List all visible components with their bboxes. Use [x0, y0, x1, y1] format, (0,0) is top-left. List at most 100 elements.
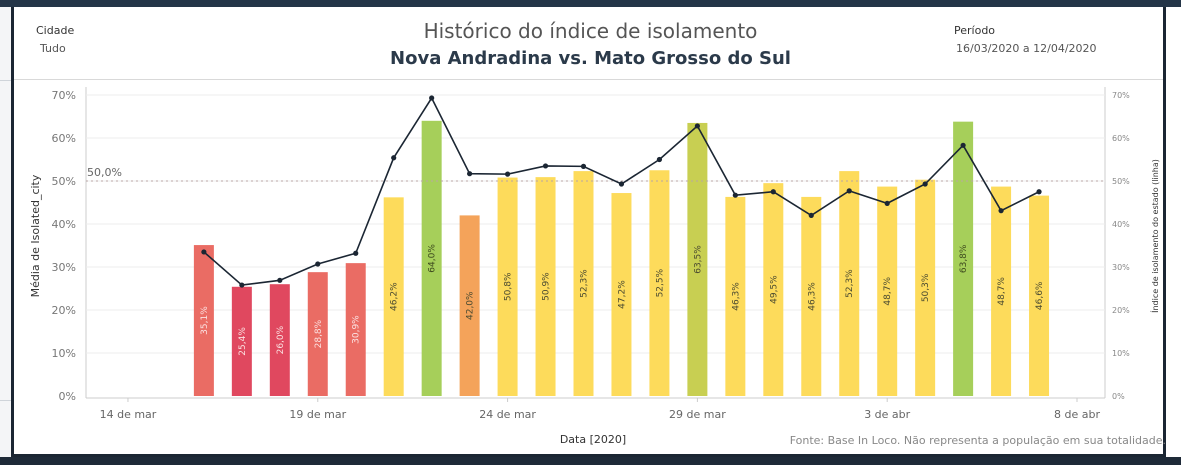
state-line-point: [618, 181, 625, 187]
bar: [573, 171, 594, 396]
bar-label: 35,1%: [200, 306, 210, 335]
header-separator: [14, 79, 1163, 80]
bar-label: 49,5%: [769, 275, 779, 304]
state-line-point: [846, 188, 852, 194]
city-filter-value[interactable]: Tudo: [40, 42, 66, 55]
y-axis-right: 0% 10% 20% 30% 40% 50% 60% 70%: [1112, 91, 1130, 401]
left-panel-strip: [0, 7, 11, 465]
state-line-point: [353, 250, 359, 256]
bar: [1029, 195, 1050, 396]
state-line-point: [467, 171, 473, 177]
bar: [649, 170, 670, 396]
bar-label: 42,0%: [466, 291, 476, 320]
bar: [193, 245, 214, 396]
bar: [991, 186, 1012, 396]
y-axis-title: Média de Isolated_city: [29, 174, 42, 297]
state-line-point: [504, 171, 511, 177]
y-tick-label-right: 0%: [1112, 392, 1125, 401]
bar-label: 46,3%: [807, 282, 817, 311]
x-axis: 14 de mar 19 de mar 24 de mar 29 de mar 3 de…: [100, 398, 1100, 421]
y-tick-label: 10%: [52, 347, 76, 360]
bar: [687, 122, 708, 396]
period-filter-label: Período: [954, 24, 996, 37]
bar: [307, 272, 328, 396]
y-tick-label: 30%: [52, 261, 76, 274]
bar: [497, 177, 518, 396]
state-line-group: [201, 95, 1042, 288]
y-tick-label: 20%: [52, 304, 76, 317]
bar: [915, 179, 936, 396]
state-line-point: [656, 156, 663, 163]
y-tick-label-right: 10%: [1112, 349, 1130, 358]
bar-label: 52,3%: [845, 269, 855, 298]
bar: [535, 177, 556, 396]
bar: [611, 193, 632, 396]
bar: [839, 171, 860, 396]
bar: [877, 186, 898, 396]
y-tick-label: 60%: [52, 132, 76, 145]
y-tick-label-right: 40%: [1112, 220, 1130, 229]
grid-lines: [85, 87, 1106, 399]
state-line-point: [998, 208, 1004, 214]
bar: [269, 284, 290, 396]
city-filter-label: Cidade: [36, 24, 75, 37]
bar-labels-group: 35,1% 25,4% 26,0% 28,8% 30,9% 46,2% 64,0% 42,0%…: [200, 244, 1045, 356]
top-bar: [0, 0, 1181, 7]
bar-label: 52,3%: [580, 269, 590, 298]
state-line-point: [1036, 189, 1042, 195]
bar: [459, 215, 480, 396]
bar-label: 26,0%: [276, 325, 286, 354]
x-tick-label: 24 de mar: [479, 408, 536, 421]
bar-label: 48,7%: [997, 277, 1007, 306]
bar-label: 50,3%: [921, 273, 931, 302]
y-axis-right-title: Índice de isolamento do estado (linha): [1149, 159, 1160, 313]
y-tick-label-right: 60%: [1112, 134, 1130, 143]
y-tick-label-right: 20%: [1112, 306, 1130, 315]
bar-label: 25,4%: [238, 327, 248, 356]
bar-label: 64,0%: [428, 244, 438, 273]
x-tick-label: 29 de mar: [669, 408, 726, 421]
x-tick-label: 3 de abr: [864, 408, 910, 421]
x-tick-label: 19 de mar: [289, 408, 346, 421]
bars-group: [193, 120, 1050, 397]
bar-label: 63,5%: [693, 245, 703, 274]
bar: [725, 196, 746, 396]
state-line-point: [580, 163, 587, 169]
chart-subtitle: Nova Andradina vs. Mato Grosso do Sul: [390, 48, 791, 69]
state-line-point: [201, 249, 207, 255]
state-line-point: [732, 192, 738, 198]
bar-label: 50,9%: [542, 272, 552, 301]
y-tick-label: 70%: [52, 89, 76, 102]
state-line-point: [391, 155, 397, 161]
source-note: Fonte: Base In Loco. Não representa a po…: [790, 434, 1166, 447]
bar-label: 63,8%: [959, 244, 969, 273]
bar-label: 52,5%: [655, 268, 665, 297]
state-line-point: [922, 181, 928, 187]
y-tick-label-right: 30%: [1112, 263, 1130, 272]
bar: [383, 197, 404, 396]
bar-label: 48,7%: [883, 277, 893, 306]
bar: [231, 286, 252, 396]
bar-label: 46,3%: [731, 282, 741, 311]
y-tick-label: 50%: [52, 175, 76, 188]
period-filter-value[interactable]: 16/03/2020 a 12/04/2020: [956, 42, 1097, 55]
bar: [953, 121, 974, 396]
bar: [763, 183, 784, 396]
state-line-point: [808, 212, 814, 218]
y-tick-label-right: 50%: [1112, 177, 1130, 186]
state-line-point: [770, 189, 776, 195]
state-line-point: [960, 142, 966, 148]
bottom-bar: [0, 457, 1181, 465]
y-tick-label: 0%: [59, 390, 76, 403]
reference-line-group: 50,0%: [86, 166, 1105, 182]
state-line-point: [542, 163, 549, 169]
bar-label: 28,8%: [314, 319, 324, 348]
y-tick-label: 40%: [52, 218, 76, 231]
bar: [801, 196, 822, 396]
y-axis-left: 0% 10% 20% 30% 40% 50% 60% 70%: [52, 89, 76, 403]
bar-label: 30,9%: [352, 315, 362, 344]
y-tick-label-right: 70%: [1112, 91, 1130, 100]
reference-line-label: 50,0%: [87, 166, 122, 179]
state-line-point: [239, 282, 245, 288]
